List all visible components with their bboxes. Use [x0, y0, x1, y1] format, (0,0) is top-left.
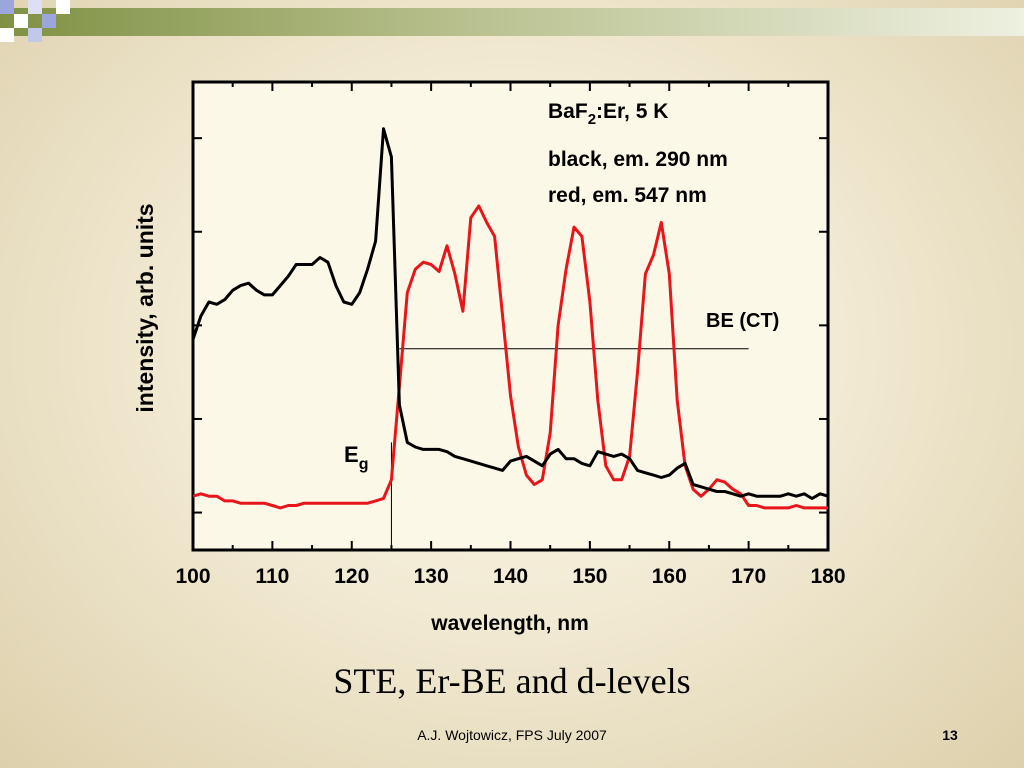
x-axis-label: wavelength, nm [430, 612, 589, 635]
slide-title: STE, Er-BE and d-levels [333, 661, 691, 701]
legend-red-entry: red, em. 547 nm [548, 184, 707, 207]
x-tick-label: 110 [255, 565, 289, 588]
plot-area [191, 80, 830, 552]
checker-logo [0, 0, 70, 42]
x-tick-label: 170 [731, 565, 766, 588]
x-tick-label: 130 [414, 565, 449, 588]
y-axis-label: intensity, arb. units [132, 203, 158, 412]
page-number: 13 [942, 727, 958, 743]
legend-title: BaF2:Er, 5 K [548, 100, 668, 128]
x-tick-label: 100 [175, 565, 210, 588]
legend-black-entry: black, em. 290 nm [548, 148, 728, 171]
series-red-line [192, 204, 828, 510]
x-tick-label: 160 [652, 565, 687, 588]
footer-author: A.J. Wojtowicz, FPS July 2007 [417, 727, 607, 743]
axis-ticks [192, 82, 829, 550]
x-tick-label: 140 [493, 565, 528, 588]
be-ct-label: BE (CT) [706, 310, 779, 332]
x-tick-labels: 100 110 120 130 140 150 160 170 180 [175, 565, 845, 588]
x-tick-label: 180 [810, 565, 845, 588]
x-tick-label: 120 [334, 565, 369, 588]
top-decoration-band [0, 0, 1024, 42]
eg-label: Eg [344, 442, 368, 473]
x-tick-label: 150 [572, 565, 607, 588]
series-black-line [191, 127, 829, 500]
